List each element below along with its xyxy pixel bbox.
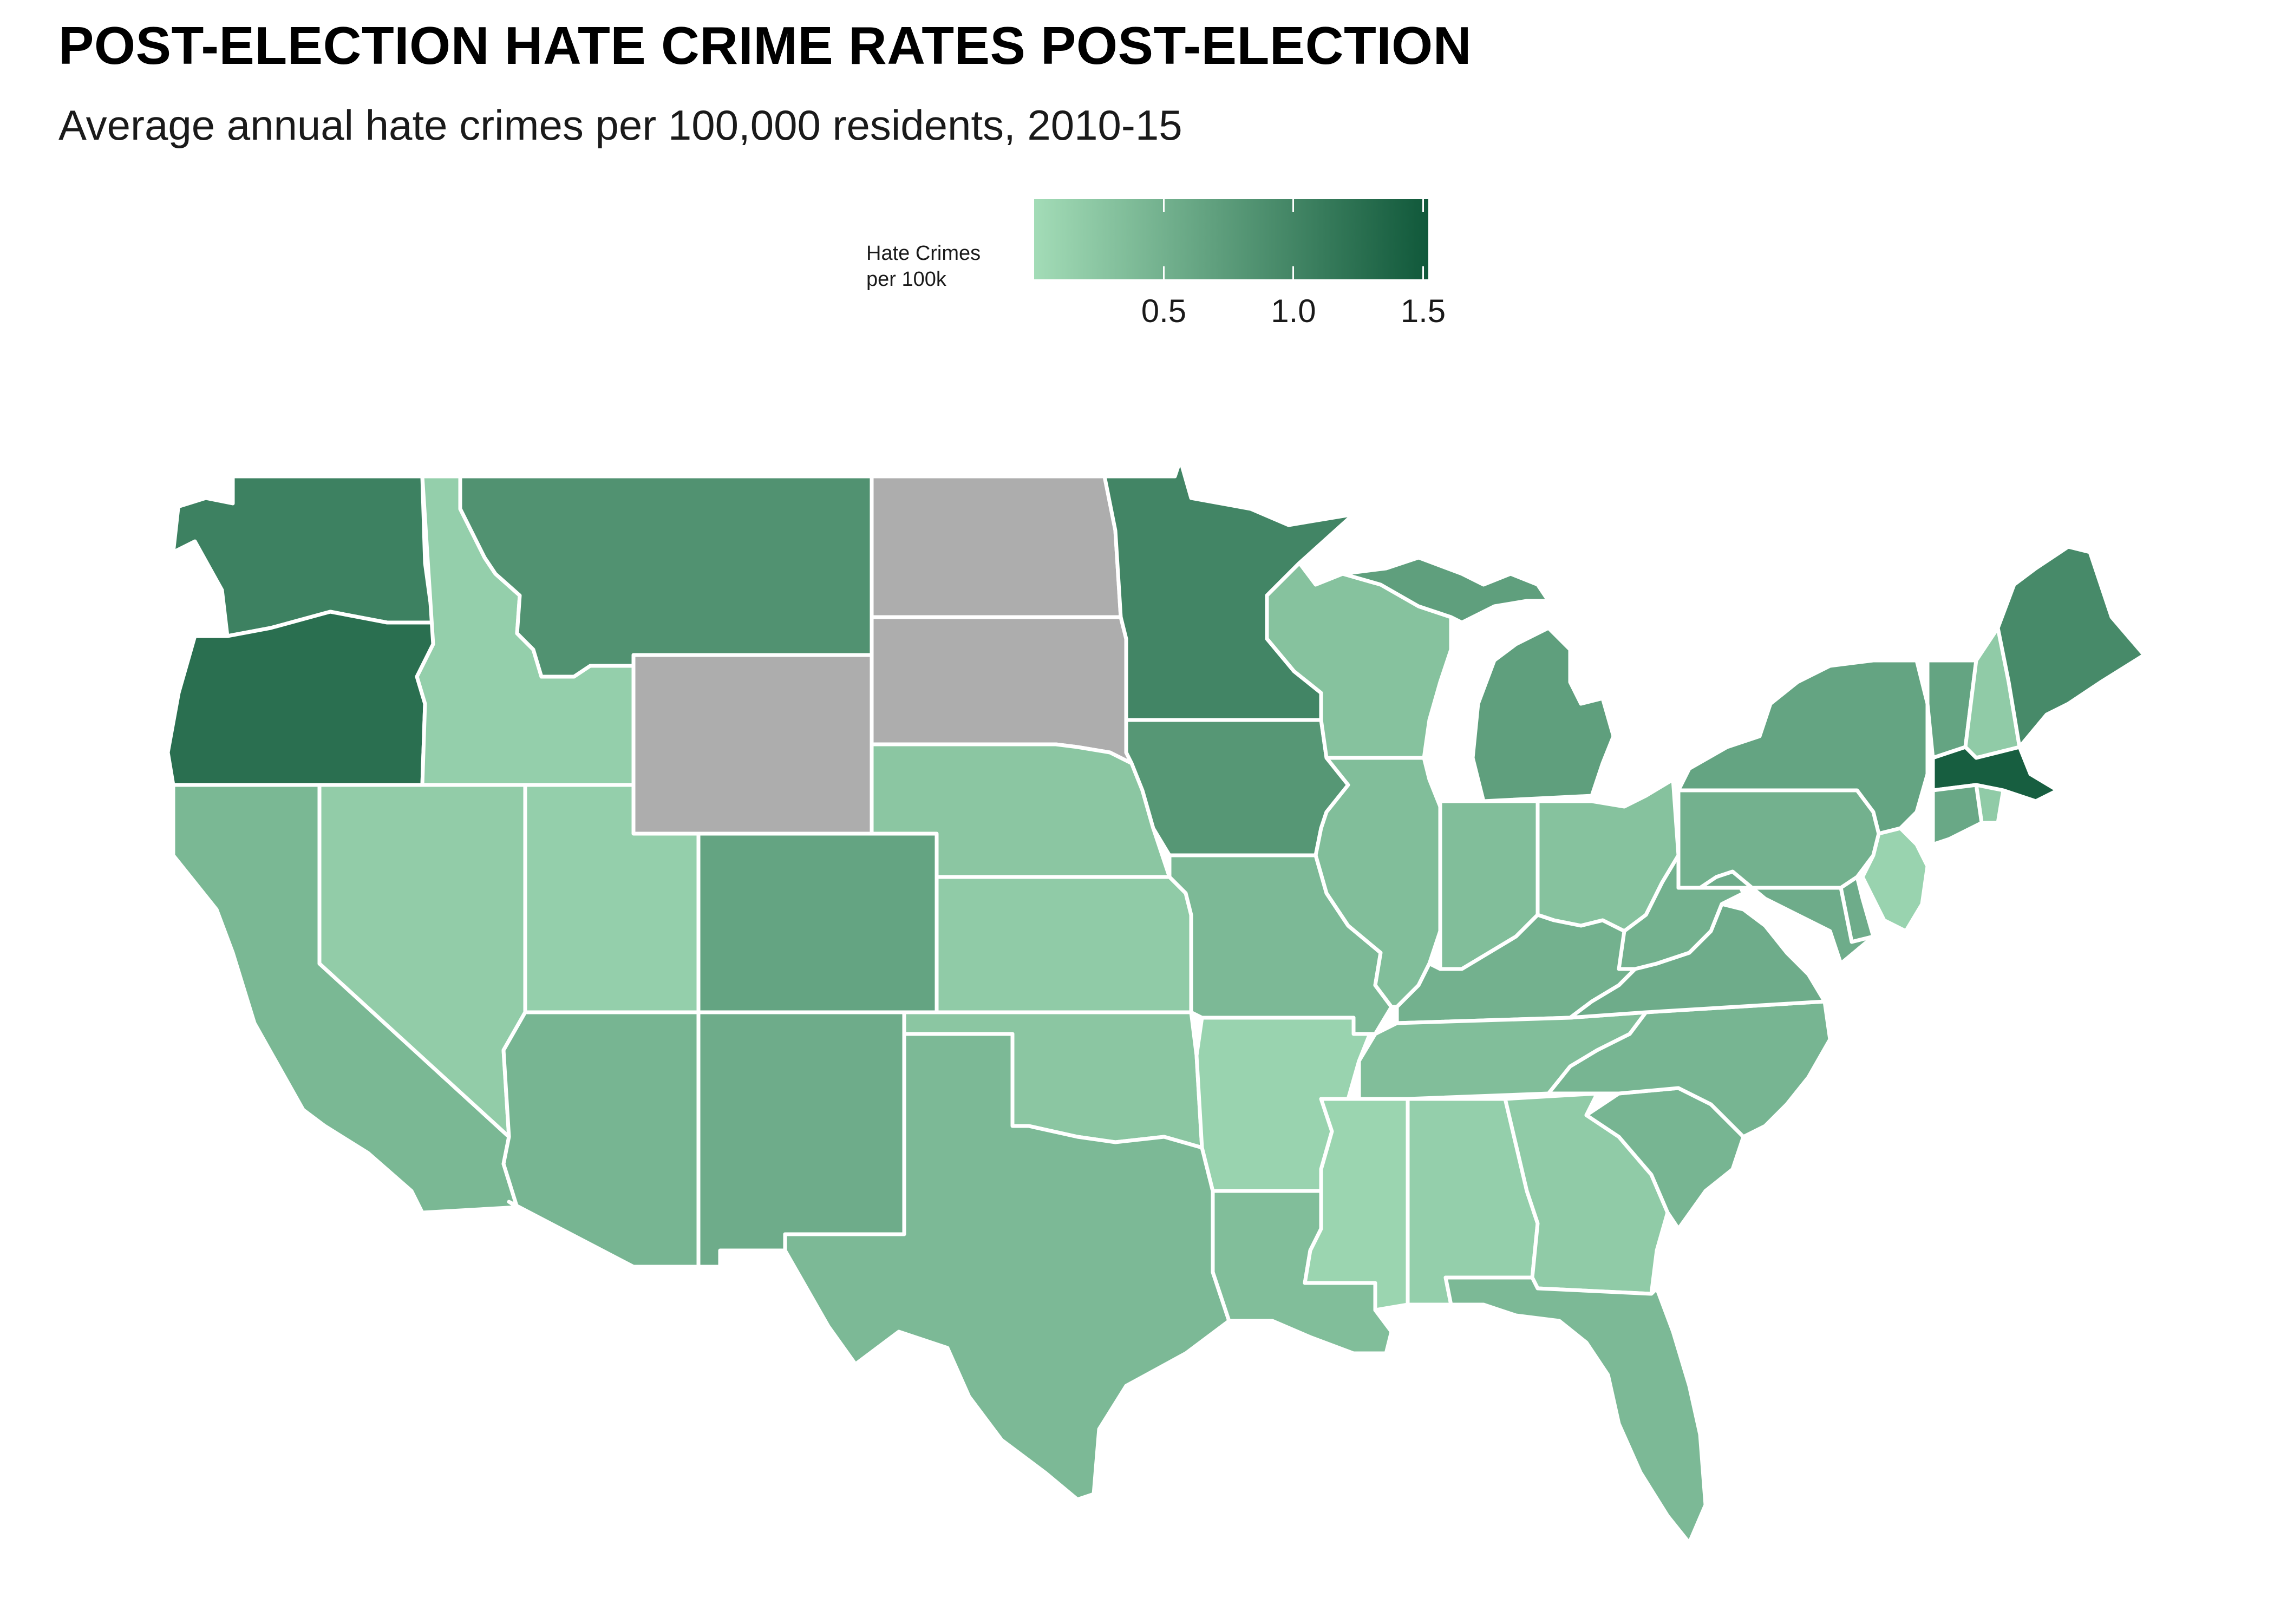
state-florida bbox=[1443, 1275, 1708, 1545]
state-wisconsin bbox=[1265, 561, 1453, 760]
legend-tick-mark bbox=[1162, 199, 1165, 212]
legend-tick-label: 1.5 bbox=[1400, 293, 1446, 329]
legend-tick-mark bbox=[1162, 266, 1165, 279]
legend-tick-mark bbox=[1422, 266, 1424, 279]
legend-tick-label: 0.5 bbox=[1141, 293, 1187, 329]
state-maine bbox=[1996, 545, 2146, 749]
map-subtitle: Average annual hate crimes per 100,000 r… bbox=[58, 101, 1182, 149]
state-pennsylvania bbox=[1676, 788, 1881, 890]
legend-gradient-bar bbox=[1034, 199, 1428, 279]
state-north-carolina bbox=[1546, 999, 1832, 1139]
state-kansas bbox=[935, 875, 1193, 1014]
state-south-dakota bbox=[870, 615, 1134, 765]
legend-title: Hate Crimes per 100k bbox=[866, 242, 981, 291]
state-maryland bbox=[1698, 869, 1876, 966]
legend-tick-mark bbox=[1292, 199, 1295, 212]
legend-tick-mark bbox=[1422, 199, 1424, 212]
state-michigan bbox=[1341, 555, 1616, 803]
state-north-dakota bbox=[870, 474, 1123, 619]
state-new-mexico bbox=[696, 1010, 906, 1269]
color-legend: Hate Crimes per 100k 0.5 1.0 1.5 bbox=[866, 199, 1462, 340]
state-arizona bbox=[501, 1010, 701, 1269]
legend-tick-label: 1.0 bbox=[1271, 293, 1316, 329]
state-connecticut bbox=[1931, 783, 1984, 847]
map-title: POST-ELECTION HATE CRIME RATES POST-ELEC… bbox=[58, 16, 1472, 75]
state-iowa bbox=[1124, 718, 1350, 857]
state-new-jersey bbox=[1860, 826, 1930, 933]
state-texas bbox=[783, 1032, 1231, 1502]
state-washington bbox=[160, 474, 435, 638]
state-new-york bbox=[1676, 658, 1930, 836]
state-wyoming bbox=[631, 653, 874, 836]
legend-tick-mark bbox=[1292, 266, 1295, 279]
state-oregon bbox=[166, 610, 435, 787]
state-colorado bbox=[696, 831, 939, 1014]
